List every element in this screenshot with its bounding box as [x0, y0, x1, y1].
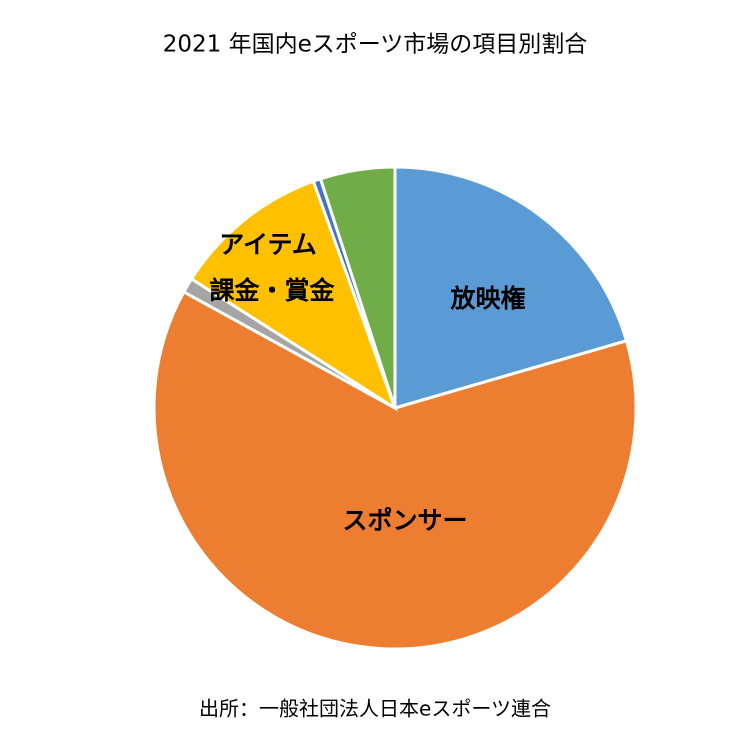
source-note: 出所：一般社団法人日本eスポーツ連合	[199, 697, 551, 721]
pie	[152, 165, 638, 651]
pie-slice	[189, 179, 398, 412]
pie-slice	[318, 165, 397, 409]
slice-label: 放映権	[449, 284, 525, 313]
chart-title: 2021 年国内eスポーツ市場の項目別割合	[163, 32, 588, 58]
slice-label: アイテム	[219, 230, 317, 259]
pie-slice	[152, 289, 638, 651]
pie-slice	[393, 165, 629, 410]
slice-label: 課金・賞金	[209, 276, 335, 305]
slice-label: スポンサー	[342, 506, 467, 535]
